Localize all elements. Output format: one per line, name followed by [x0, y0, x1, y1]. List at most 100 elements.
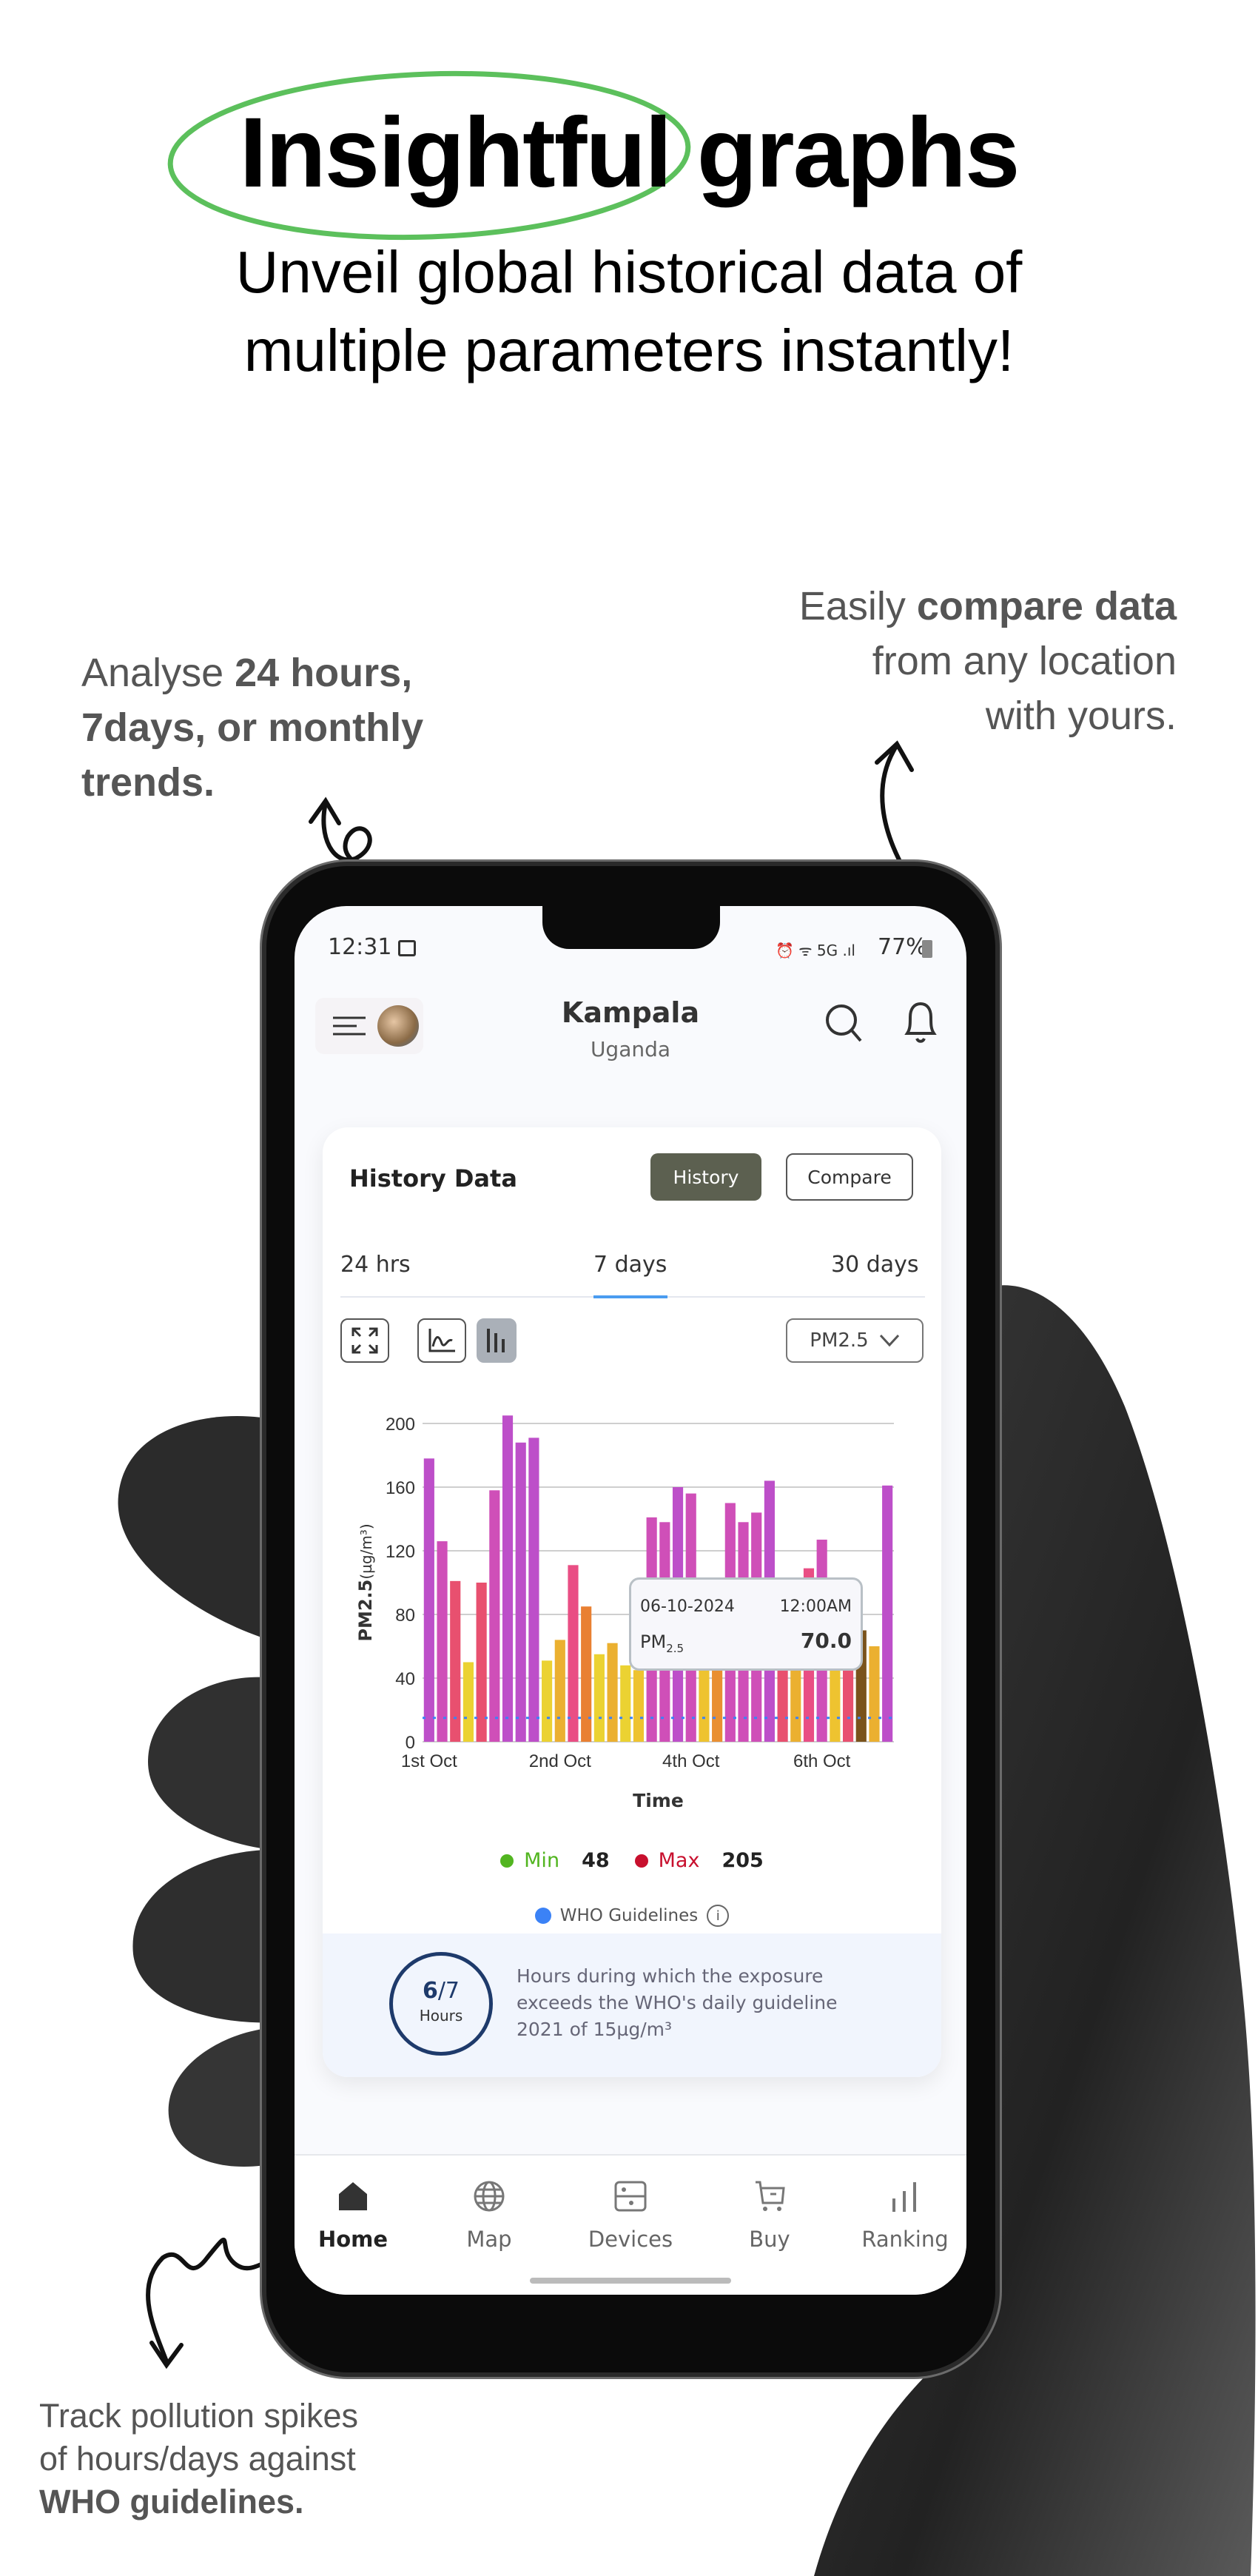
bar	[869, 1646, 880, 1742]
exposure-text: Hours during which the exposure exceeds t…	[517, 1965, 838, 2040]
min-label: Min	[524, 1849, 560, 1872]
bar	[462, 1662, 474, 1742]
y-tick-label: 120	[386, 1542, 415, 1562]
battery-percent: 77%	[878, 934, 927, 960]
who-legend: WHO Guidelines i	[323, 1905, 941, 1927]
bar	[620, 1665, 631, 1742]
compare-button[interactable]: Compare	[786, 1153, 913, 1201]
history-button[interactable]: History	[650, 1153, 761, 1201]
info-icon[interactable]: i	[707, 1905, 730, 1927]
chart-tooltip: 06-10-2024 12:00AM PM2.5 70.0	[629, 1577, 863, 1671]
bar	[423, 1458, 434, 1742]
tooltip-value: 70.0	[800, 1629, 852, 1653]
tab-7-days[interactable]: 7 days	[593, 1252, 667, 1278]
bottom-nav	[295, 2154, 966, 2295]
nav-map[interactable]: Map	[434, 2179, 545, 2252]
note-who: Track pollution spikes of hours/days aga…	[39, 2397, 359, 2520]
card-title: History Data	[349, 1164, 517, 1193]
expand-button[interactable]	[340, 1318, 389, 1363]
min-dot-icon	[500, 1854, 514, 1868]
max-value: 205	[722, 1849, 764, 1872]
menu-button[interactable]	[315, 998, 423, 1054]
city-name: Kampala	[561, 996, 700, 1029]
globe-icon	[474, 2181, 505, 2212]
tooltip-param: PM2.5	[640, 1631, 684, 1655]
max-label: Max	[658, 1849, 700, 1872]
bar	[515, 1442, 526, 1742]
image-notification-icon	[398, 940, 416, 956]
bar	[450, 1580, 461, 1742]
bar	[882, 1485, 893, 1742]
bar-chart-button[interactable]	[477, 1318, 517, 1363]
bar	[476, 1583, 487, 1742]
exposure-ring: 6/7 Hours	[389, 1952, 493, 2056]
who-label: WHO Guidelines	[559, 1906, 699, 1925]
who-dot-icon	[534, 1908, 551, 1924]
headline: Insightful graphs	[239, 98, 1020, 208]
cart-icon	[756, 2181, 785, 2211]
nav-devices[interactable]: Devices	[575, 2179, 686, 2252]
bar	[830, 1659, 841, 1742]
ranking-icon	[892, 2182, 916, 2212]
note-trends: Analyse 24 hours, 7days, or monthly tren…	[81, 651, 424, 805]
hamburger-icon	[333, 1016, 366, 1036]
x-tick-label: 2nd Oct	[529, 1751, 591, 1771]
bar	[437, 1541, 448, 1742]
y-tick-label: 200	[386, 1415, 415, 1435]
line-chart-button[interactable]	[417, 1318, 466, 1363]
bar	[607, 1643, 618, 1742]
y-tick-label: 80	[395, 1606, 415, 1626]
search-icon[interactable]	[824, 1002, 865, 1047]
bar	[542, 1660, 553, 1742]
y-axis-title: PM2.5(µg/m³)	[355, 1523, 376, 1641]
bar	[489, 1490, 500, 1742]
nav-ranking[interactable]: Ranking	[850, 2179, 961, 2252]
subtitle: Unveil global historical data of multiple…	[235, 239, 1023, 383]
bar	[528, 1438, 539, 1742]
battery-icon	[922, 940, 932, 958]
bar	[581, 1606, 592, 1742]
y-tick-label: 160	[386, 1478, 415, 1498]
x-axis-title: Time	[633, 1790, 684, 1811]
home-indicator[interactable]	[530, 2278, 731, 2284]
bar	[699, 1654, 710, 1742]
nav-home[interactable]: Home	[297, 2179, 408, 2252]
tooltip-time: 12:00AM	[779, 1597, 852, 1616]
avatar[interactable]	[377, 1005, 419, 1047]
bar-chart-icon	[487, 1329, 505, 1352]
chevron-down-icon	[879, 1334, 899, 1347]
tab-30-days[interactable]: 30 days	[831, 1252, 919, 1278]
bar	[568, 1565, 579, 1742]
active-tab-indicator	[593, 1295, 667, 1298]
bar	[593, 1654, 605, 1742]
bar	[554, 1640, 565, 1742]
x-tick-label: 4th Oct	[662, 1751, 720, 1771]
bar	[633, 1670, 645, 1742]
tooltip-date: 06-10-2024	[640, 1597, 735, 1616]
bar	[502, 1415, 514, 1742]
nav-buy[interactable]: Buy	[714, 2179, 825, 2252]
max-dot-icon	[634, 1854, 648, 1868]
y-tick-label: 40	[395, 1669, 415, 1689]
x-tick-label: 1st Oct	[401, 1751, 457, 1771]
status-time: 12:31	[328, 934, 392, 960]
y-tick-label: 0	[406, 1733, 415, 1753]
status-icons: ⏰ ᯤ 5G .ıl	[776, 942, 855, 959]
min-value: 48	[582, 1849, 610, 1872]
exposure-panel: 6/7 Hours Hours during which the exposur…	[323, 1933, 941, 2077]
history-card: History Data History Compare 24 hrs 7 da…	[323, 1127, 941, 2077]
min-max-legend: Min 48 Max 205	[323, 1849, 941, 1872]
country-name: Uganda	[590, 1037, 671, 1061]
app-screen: 12:31 ⏰ ᯤ 5G .ıl 77% Kampala Uganda Hist…	[295, 906, 966, 2295]
device-icon	[614, 2181, 647, 2212]
x-tick-label: 6th Oct	[793, 1751, 851, 1771]
tab-24-hrs[interactable]: 24 hrs	[340, 1252, 411, 1278]
bell-icon[interactable]	[901, 999, 940, 1048]
parameter-select[interactable]: PM2.5	[786, 1318, 924, 1363]
line-chart-icon	[428, 1329, 455, 1352]
camera-notch	[542, 906, 720, 949]
home-icon	[339, 2182, 367, 2210]
note-compare: Easily compare data from any location wi…	[798, 584, 1177, 738]
